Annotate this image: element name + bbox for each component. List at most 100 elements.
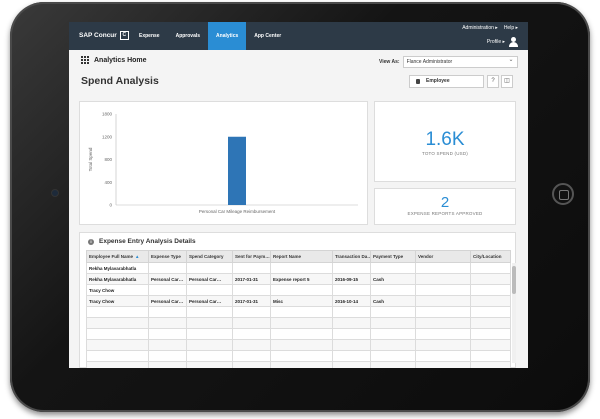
info-icon[interactable]: i (88, 238, 94, 245)
administration-menu[interactable]: Administration ▸ (462, 25, 498, 31)
settings-button[interactable]: ◫ (501, 75, 513, 88)
table-cell (186, 350, 233, 362)
table-row[interactable]: Rekha Mylavarabhatla Personal Car… Persona… (86, 273, 511, 285)
table-cell (332, 262, 371, 274)
help-menu[interactable]: Help ▸ (503, 25, 518, 31)
table-cell (86, 328, 149, 340)
table-cell (270, 262, 333, 274)
tab-expense[interactable]: Expense (139, 33, 160, 39)
view-as: View As: Flance Administrator (379, 55, 518, 68)
column-header[interactable]: Payment Type (370, 250, 416, 263)
column-header-label: Expense Type (151, 254, 181, 259)
table-cell (186, 361, 233, 368)
spend-chart-card: 1800 1200 800 400 0 Total Spend Personal Car M… (79, 101, 368, 225)
table-scrollbar[interactable] (512, 263, 516, 363)
y-tick-label: 800 (104, 157, 112, 162)
column-header[interactable]: Expense Type (148, 250, 187, 263)
column-header[interactable]: Vendor (415, 250, 471, 263)
table-cell: Tracy Chow (86, 295, 149, 307)
table-row[interactable]: Tracy Chow (86, 284, 511, 296)
table-cell (148, 306, 187, 318)
table-cell (232, 262, 271, 274)
table-cell (232, 350, 271, 362)
table-cell (370, 262, 416, 274)
table-cell: Cash (370, 295, 416, 307)
column-header[interactable]: Employee Full Name ▲ (86, 250, 149, 263)
table-cell (148, 317, 187, 329)
column-header[interactable]: Sent for Paym… (232, 250, 271, 263)
profile-menu[interactable]: Profile ▸ (486, 39, 505, 45)
table-cell: Personal Car… (186, 273, 233, 285)
table-cell (332, 284, 371, 296)
column-header[interactable]: Transaction Da… (332, 250, 371, 263)
tab-analytics[interactable]: Analytics (208, 22, 247, 50)
table-cell (470, 284, 511, 296)
y-tick-label: 1800 (102, 112, 113, 117)
table-cell (415, 284, 471, 296)
table-cell (470, 339, 511, 351)
table-cell (232, 361, 271, 368)
table-cell (415, 328, 471, 340)
table-row[interactable] (86, 350, 511, 362)
table-row[interactable] (86, 328, 511, 340)
y-tick-label: 1200 (102, 134, 113, 139)
table-cell (148, 262, 187, 274)
table-cell (148, 361, 187, 368)
table-cell (86, 361, 149, 368)
table-row[interactable] (86, 317, 511, 329)
chart-bar[interactable] (228, 136, 246, 205)
table-cell: 2017-01-31 (232, 273, 271, 285)
table-cell (370, 306, 416, 318)
y-tick-label: 400 (104, 180, 112, 185)
column-header-label: Payment Type (373, 254, 404, 259)
column-header[interactable]: Report Name (270, 250, 333, 263)
table-cell: 2016-10-14 (332, 295, 371, 307)
column-header[interactable]: Spend Category (186, 250, 233, 263)
table-row[interactable]: Rekha Mylavarabhatla (86, 262, 511, 274)
reports-approved-kpi[interactable]: 2 EXPENSE REPORTS APPROVED (374, 188, 516, 225)
table-row[interactable]: Tracy Chow Personal Car… Personal Car… 2017… (86, 295, 511, 307)
home-button[interactable] (552, 183, 574, 205)
sort-ascending-icon[interactable]: ▲ (135, 254, 140, 259)
table-cell (415, 350, 471, 362)
employee-filter-button[interactable]: Employee (409, 75, 484, 88)
table-title: i Expense Entry Analysis Details (88, 238, 196, 245)
total-spend-kpi[interactable]: 1.6K TOTO SPEND (USD) (374, 101, 516, 182)
table-cell (186, 317, 233, 329)
column-header-label: Vendor (418, 254, 434, 259)
table-cell (415, 262, 471, 274)
table-cell (86, 350, 149, 362)
total-spend-label: TOTO SPEND (USD) (421, 151, 469, 156)
table-row[interactable] (86, 306, 511, 318)
table-cell (332, 306, 371, 318)
column-header-label: Sent for Paym… (235, 254, 270, 259)
view-as-select[interactable]: Flance Administrator (402, 55, 518, 68)
table-cell (415, 339, 471, 351)
table-cell (270, 317, 333, 329)
tab-app-center[interactable]: App Center (254, 33, 282, 39)
nav-right: Administration ▸ Help ▸ Profile ▸ (462, 25, 518, 47)
table-cell (415, 361, 471, 368)
table-cell: Expense report 5 (270, 273, 333, 285)
help-button[interactable]: ? (487, 75, 499, 88)
brand-logo[interactable]: SAP Concur C (79, 31, 129, 40)
table-cell (470, 295, 511, 307)
user-icon[interactable] (509, 37, 518, 47)
details-table-card: i Expense Entry Analysis Details Employe… (79, 232, 516, 368)
table-cell: Rekha Mylavarabhatla (86, 273, 149, 285)
table-cell (332, 317, 371, 329)
table-cell (232, 339, 271, 351)
column-header-label: Report Name (273, 254, 302, 259)
table-cell (470, 361, 511, 368)
table-cell (370, 350, 416, 362)
analytics-home-link[interactable]: Analytics Home (81, 56, 147, 64)
table-title-text: Expense Entry Analysis Details (99, 238, 196, 245)
table-cell (270, 339, 333, 351)
table-cell (148, 284, 187, 296)
table-cell (232, 328, 271, 340)
table-cell (186, 284, 233, 296)
tab-approvals[interactable]: Approvals (175, 33, 201, 39)
table-row[interactable] (86, 361, 511, 368)
column-header[interactable]: City/Location (470, 250, 511, 263)
table-row[interactable] (86, 339, 511, 351)
